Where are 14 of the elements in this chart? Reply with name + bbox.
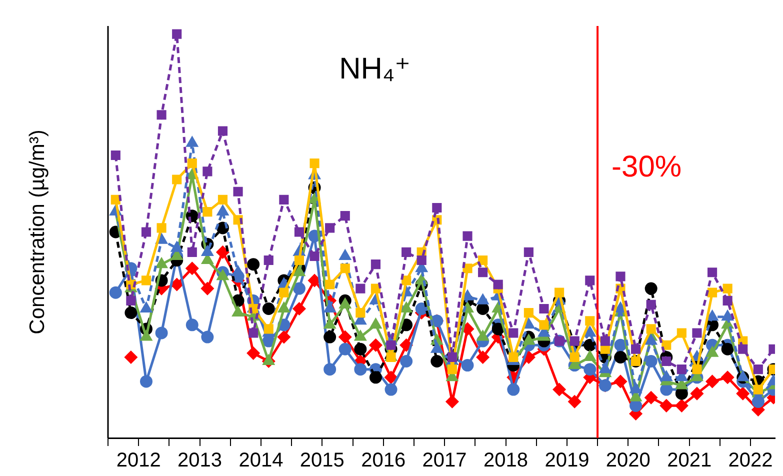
x-tick-label: 2022 — [728, 450, 773, 472]
x-tick-label: 2015 — [300, 450, 344, 472]
text: NH₄⁺ — [339, 52, 411, 86]
y-axis-title: Concentration (µg/m³) — [26, 130, 49, 334]
x-tick-label: 2017 — [422, 450, 467, 472]
x-tick-label: 2019 — [544, 450, 590, 472]
x-tick-label: 2013 — [178, 450, 222, 472]
x-tick-label: 2021 — [667, 450, 712, 472]
x-tick-label: 2012 — [116, 450, 161, 472]
annotation: -30% — [612, 150, 682, 184]
x-tick-label: 2016 — [361, 450, 406, 472]
x-tick-label: 2014 — [238, 450, 284, 472]
x-tick-label: 2020 — [606, 450, 650, 472]
x-tick-label: 2018 — [484, 450, 528, 472]
